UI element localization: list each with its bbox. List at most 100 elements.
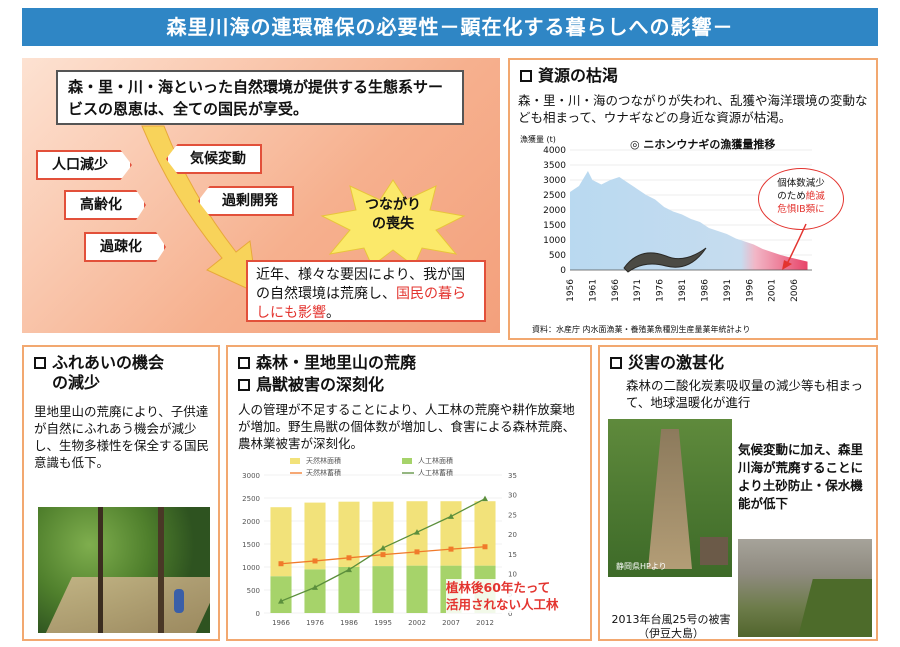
disaster-title-text: 災害の激甚化 <box>628 353 725 372</box>
y-tick-label: 1500 <box>543 221 566 231</box>
forest-title-1: 森林・里地里山の荒廃 <box>238 353 416 373</box>
contact-text: 里地里山の荒廃により、子供達が自然にふれあう機会が減少し、生物多様性を保全する国… <box>34 404 210 470</box>
bar-natural-area <box>372 501 394 567</box>
tag-depopulation: 過疎化 <box>84 232 166 262</box>
bar-natural-area <box>304 502 326 570</box>
burst-line-2: の喪失 <box>372 216 414 232</box>
bar-planted-area <box>270 576 292 613</box>
natural-stock-point <box>448 546 454 552</box>
x-tick-label: 2002 <box>408 619 426 627</box>
y-left-tick-label: 2500 <box>242 495 260 503</box>
caption-line-2: （伊豆大島） <box>638 627 704 640</box>
legend-swatch <box>290 458 300 464</box>
catch-area <box>570 171 808 270</box>
y-right-tick-label: 25 <box>508 511 517 519</box>
intro-text: 森・里・川・海といった自然環境が提供する生態系サービスの恩恵は、全ての国民が享受… <box>68 78 444 118</box>
bar-natural-area <box>338 501 360 567</box>
disaster-caption: 2013年台風25号の被害 （伊豆大島） <box>608 613 734 641</box>
page-title: 森里川海の連環確保の必要性－顕在化する暮らしへの影響－ <box>22 8 878 46</box>
y-tick-label: 500 <box>549 251 566 261</box>
x-tick-label: 2007 <box>442 619 460 627</box>
planted-stock-point <box>380 544 386 551</box>
conclusion-box: 近年、様々な要因により、我が国の自然環境は荒廃し、国民の暮らしにも影響。 <box>246 260 486 322</box>
conclusion-end: 。 <box>326 305 340 321</box>
callout-line-3: 危惧IB類に <box>777 204 825 215</box>
legend-label: 天然林面積 <box>306 456 341 465</box>
natural-stock-point <box>482 544 488 550</box>
disaster-panel: 災害の激甚化 森林の二酸化炭素吸収量の減少等も相まって、地球温暖化が進行 静岡県… <box>598 345 878 641</box>
conclusion-text: 近年、様々な要因により、我が国の自然環境は荒廃し、 <box>256 267 466 302</box>
resources-text: 森・里・川・海のつながりが失われ、乱獲や海洋環境の変動なども相まって、ウナギなど… <box>518 93 868 125</box>
y-tick-label: 1000 <box>543 236 566 246</box>
eel-chart: 漁獲量 (t) 0 500 1000 1500 2000 2500 3000 3500 4000 1… <box>520 134 812 302</box>
y-left-tick-label: 2000 <box>242 518 260 526</box>
caption-line-1: 2013年台風25号の被害 <box>611 613 731 626</box>
x-tick-label: 1966 <box>272 619 290 627</box>
y-tick-label: 3000 <box>543 176 566 186</box>
legend-label: 人工林蓄積 <box>418 468 453 477</box>
burst-icon <box>320 179 466 267</box>
bar-natural-area <box>474 501 496 566</box>
bar-natural-area <box>440 501 462 566</box>
callout-line-2: のため絶滅 <box>777 191 825 202</box>
x-tick-label: 1996 <box>745 279 755 302</box>
y-right-tick-label: 10 <box>508 571 517 579</box>
landslide-photo: 静岡県HPより <box>608 419 732 577</box>
bar-planted-area <box>372 566 394 613</box>
y-right-tick-label: 0 <box>508 610 512 618</box>
callout-line-1: 個体数減少 <box>777 178 825 189</box>
callout: 個体数減少 のため絶滅 危惧IB類に <box>758 168 844 230</box>
x-tick-label: 1961 <box>588 279 598 302</box>
conclusion-highlight: 国民の暮らしにも影響 <box>256 286 466 321</box>
y-right-tick-label: 20 <box>508 531 517 539</box>
natural-stock-point <box>380 552 386 558</box>
resources-title-text: 資源の枯渇 <box>538 66 619 85</box>
x-tick-label: 1995 <box>374 619 392 627</box>
y-axis-label: 漁獲量 (t) <box>520 134 556 144</box>
disaster-title: 災害の激甚化 <box>610 353 724 373</box>
y-left-tick-label: 1500 <box>242 541 260 549</box>
checkbox-icon <box>520 70 532 82</box>
x-tick-label: 1976 <box>656 279 666 302</box>
checkbox-icon <box>610 357 622 369</box>
y-right-tick-label: 35 <box>508 472 517 480</box>
photo-credit: 静岡県HPより <box>616 562 667 571</box>
planted-stock-point <box>278 598 284 604</box>
forest-note-line-1: 植林後60年たって <box>446 580 551 595</box>
forest-text: 人の管理が不足することにより、人工林の荒廃や耕作放棄地が増加。野生鳥獣の個体数が… <box>238 402 576 451</box>
y-tick-label: 4000 <box>543 146 566 156</box>
x-tick-label: 2006 <box>790 279 800 302</box>
bar-planted-area <box>304 569 326 613</box>
contact-title-line-2: の減少 <box>52 373 101 392</box>
disaster-text: 森林の二酸化炭素吸収量の減少等も相まって、地球温暖化が進行 <box>626 378 864 410</box>
contact-title: ふれあいの機会 の減少 <box>34 353 164 393</box>
forest-note: 植林後60年たって 活用されない人工林 <box>446 579 559 613</box>
legend-label: 天然林蓄積 <box>306 468 341 477</box>
x-tick-label: 1991 <box>723 279 733 302</box>
checkbox-icon <box>238 379 250 391</box>
tag-population-decline: 人口減少 <box>36 150 132 180</box>
contact-title-line-1: ふれあいの機会 <box>52 353 165 372</box>
forest-title-2-text: 鳥獣被害の深刻化 <box>256 375 385 394</box>
burst-line-1: つながり <box>365 197 421 213</box>
forest-chart: 0500100015002000250030000510152025303519… <box>242 456 517 627</box>
planted-stock-point <box>414 529 420 535</box>
x-tick-label: 1986 <box>700 279 710 302</box>
y-right-tick-label: 15 <box>508 551 517 559</box>
legend-label: 人工林面積 <box>418 456 453 465</box>
x-tick-label: 2001 <box>768 279 778 302</box>
natural-stock-point <box>414 549 420 555</box>
forest-title-2: 鳥獣被害の深刻化 <box>238 375 384 395</box>
damage-photo <box>738 539 872 637</box>
x-tick-label: 1986 <box>340 619 358 627</box>
eel-chart-title: ◎ ニホンウナギの漁獲量推移 <box>630 138 776 151</box>
forest-panel: 森林・里地里山の荒廃 鳥獣被害の深刻化 人の管理が不足することにより、人工林の荒… <box>226 345 592 641</box>
disaster-side-text: 気候変動に加え、森里川海が荒廃することにより土砂防止・保水機能が低下 <box>738 442 864 511</box>
ecosystem-panel: 森・里・川・海といった自然環境が提供する生態系サービスの恩恵は、全ての国民が享受… <box>22 58 500 333</box>
burst-label: つながり の喪失 <box>338 196 448 234</box>
satoyama-photo <box>38 507 210 633</box>
contact-panel: ふれあいの機会 の減少 里地里山の荒廃により、子供達が自然にふれあう機会が減少し、… <box>22 345 220 641</box>
legend-swatch <box>402 458 412 464</box>
y-tick-label: 0 <box>560 266 566 276</box>
x-tick-label: 1971 <box>633 279 643 302</box>
